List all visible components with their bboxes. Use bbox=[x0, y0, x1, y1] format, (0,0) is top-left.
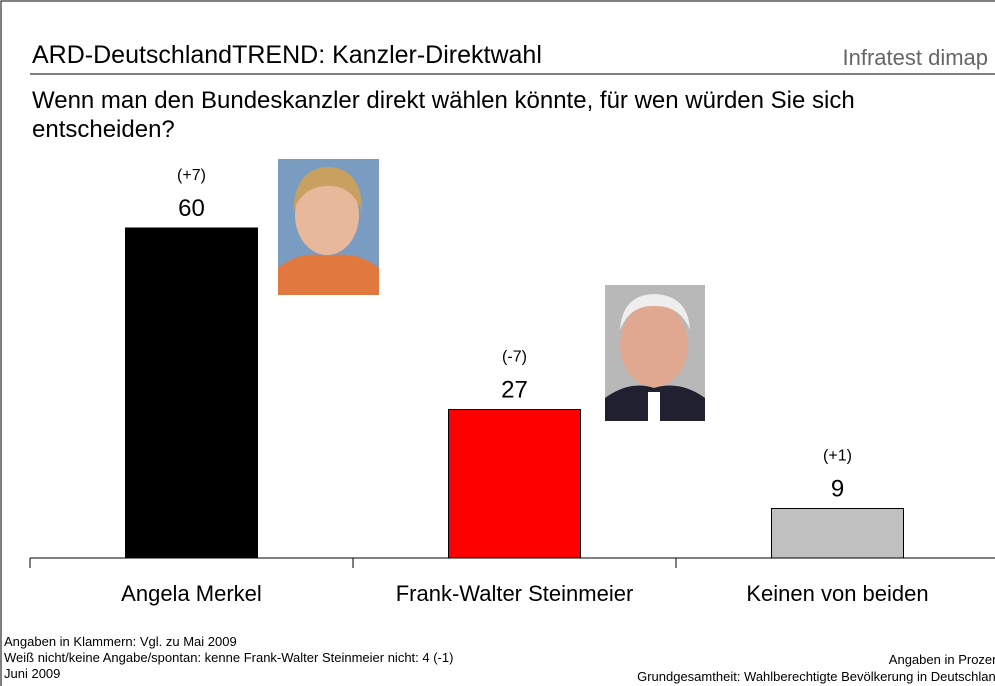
change-label: (+1) bbox=[823, 448, 852, 465]
chart-title: ARD-DeutschlandTREND: Kanzler-Direktwahl bbox=[32, 41, 542, 69]
photo-merkel bbox=[278, 159, 379, 295]
change-label: (+7) bbox=[177, 167, 206, 184]
brand: Infratest dimap bbox=[842, 45, 988, 70]
x-tick-label: Frank-Walter Steinmeier bbox=[396, 581, 634, 606]
subtitle: entscheiden? bbox=[32, 116, 175, 143]
footnote: Juni 2009 bbox=[4, 666, 60, 681]
footnote: Grundgesamtheit: Wahlberechtigte Bevölke… bbox=[637, 669, 995, 684]
bar bbox=[448, 409, 581, 559]
value-label: 60 bbox=[178, 195, 205, 222]
value-label: 27 bbox=[501, 377, 528, 404]
subtitle: Wenn man den Bundeskanzler direkt wählen… bbox=[32, 87, 855, 114]
x-tick-label: Keinen von beiden bbox=[746, 581, 928, 606]
footnote: Angaben in Prozent bbox=[889, 652, 995, 667]
bar bbox=[771, 508, 904, 559]
footnote: Weiß nicht/keine Angabe/spontan: kenne F… bbox=[4, 650, 453, 665]
bar bbox=[125, 227, 258, 559]
footnote: Angaben in Klammern: Vgl. zu Mai 2009 bbox=[4, 634, 237, 649]
x-tick-label: Angela Merkel bbox=[121, 581, 262, 606]
change-label: (-7) bbox=[502, 349, 527, 366]
photo-steinmeier bbox=[605, 285, 705, 421]
value-label: 9 bbox=[831, 476, 844, 503]
